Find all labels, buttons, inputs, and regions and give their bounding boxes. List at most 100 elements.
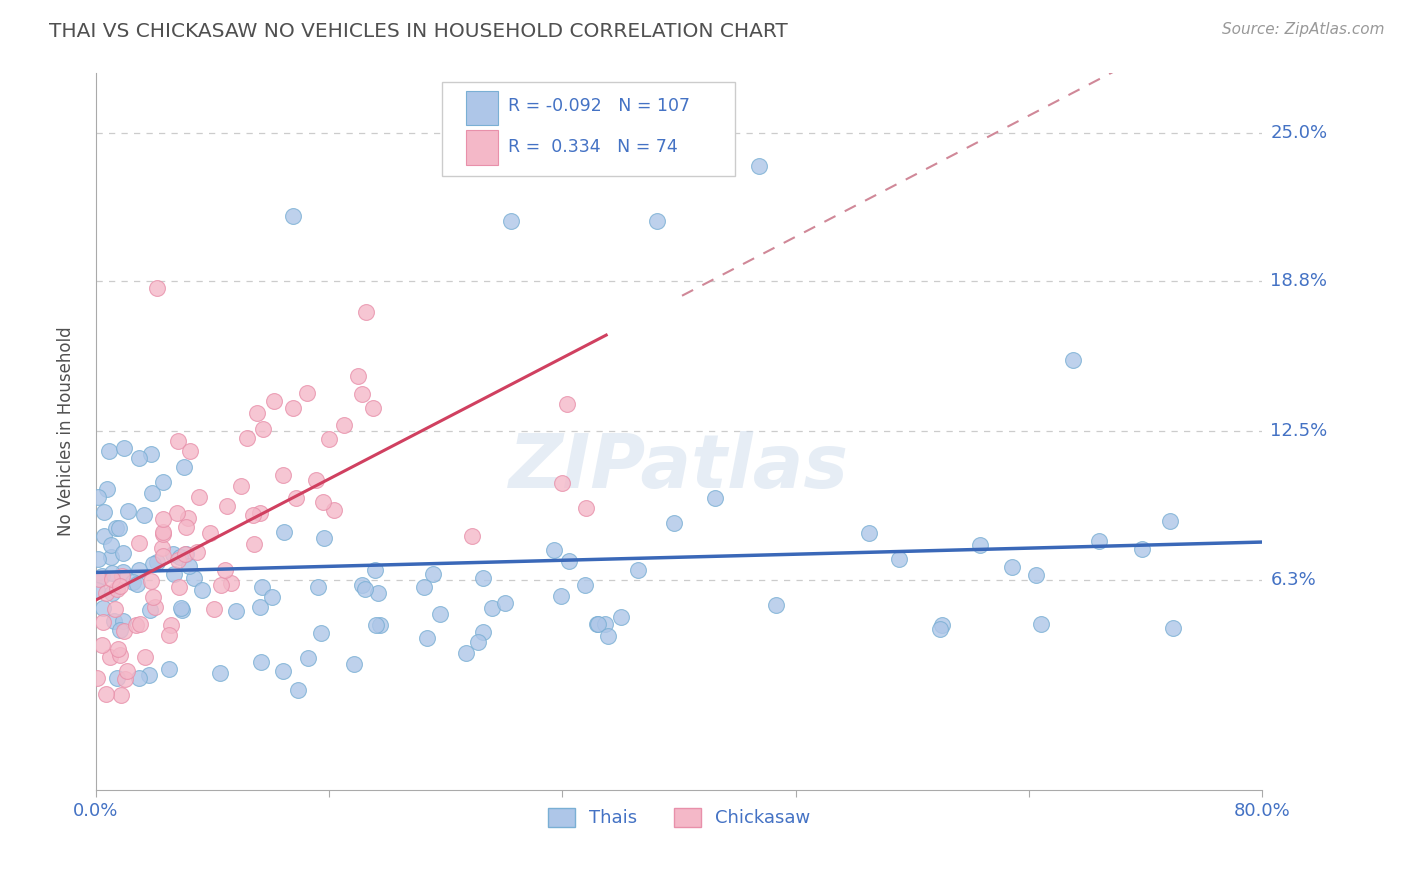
Point xyxy=(101,566,124,580)
Point xyxy=(152,549,174,564)
Point xyxy=(174,520,197,534)
Point xyxy=(467,634,489,648)
Point xyxy=(111,614,134,628)
Point xyxy=(1130,541,1153,556)
Point xyxy=(112,566,135,580)
Point xyxy=(172,603,194,617)
Point xyxy=(128,563,150,577)
Point xyxy=(139,447,162,461)
Point xyxy=(309,626,332,640)
Point xyxy=(501,214,523,228)
Point xyxy=(429,607,451,622)
Point xyxy=(141,574,163,589)
Point xyxy=(198,526,221,541)
Point xyxy=(167,434,190,448)
Point xyxy=(163,566,186,581)
Point xyxy=(108,624,131,638)
Point xyxy=(1161,621,1184,635)
Point xyxy=(543,543,565,558)
Point xyxy=(858,525,880,540)
Y-axis label: No Vehicles in Household: No Vehicles in Household xyxy=(58,326,75,536)
Point xyxy=(928,622,950,636)
Point xyxy=(271,664,294,678)
Point xyxy=(86,671,108,685)
Text: THAI VS CHICKASAW NO VEHICLES IN HOUSEHOLD CORRELATION CHART: THAI VS CHICKASAW NO VEHICLES IN HOUSEHO… xyxy=(49,22,787,41)
Point xyxy=(413,580,436,594)
Text: 18.8%: 18.8% xyxy=(1271,272,1327,290)
Point xyxy=(273,524,295,539)
Point xyxy=(243,537,266,551)
Point xyxy=(174,547,197,561)
Point xyxy=(152,527,174,541)
Point xyxy=(1025,567,1047,582)
Point xyxy=(145,600,167,615)
Point xyxy=(93,528,115,542)
Point xyxy=(354,305,377,319)
Point xyxy=(209,666,232,681)
Text: 25.0%: 25.0% xyxy=(1271,124,1327,142)
Point xyxy=(128,617,150,632)
Text: R = -0.092   N = 107: R = -0.092 N = 107 xyxy=(508,97,690,115)
Point xyxy=(127,576,149,591)
Point xyxy=(114,672,136,686)
Point xyxy=(225,604,247,618)
Point xyxy=(91,601,114,615)
Point xyxy=(91,615,114,630)
Point xyxy=(889,552,911,566)
Point xyxy=(364,617,387,632)
Point xyxy=(343,657,366,672)
Point xyxy=(297,651,319,665)
Point xyxy=(214,563,236,577)
Point xyxy=(190,583,212,598)
Point xyxy=(969,538,991,552)
Point xyxy=(645,214,668,228)
Point xyxy=(322,503,344,517)
Point xyxy=(347,369,370,384)
Text: ZIPatlas: ZIPatlas xyxy=(509,431,849,504)
Point xyxy=(186,545,208,559)
Point xyxy=(152,475,174,489)
Point xyxy=(94,687,117,701)
Point xyxy=(361,401,384,415)
Point xyxy=(98,444,121,458)
Point xyxy=(209,577,232,591)
Point xyxy=(87,490,110,504)
Point xyxy=(103,614,125,628)
Point xyxy=(1001,560,1024,574)
Point xyxy=(173,459,195,474)
Point xyxy=(574,578,596,592)
Point xyxy=(87,552,110,566)
Point xyxy=(627,564,650,578)
Point xyxy=(157,662,180,676)
Text: Source: ZipAtlas.com: Source: ZipAtlas.com xyxy=(1222,22,1385,37)
Point xyxy=(86,582,108,597)
Point xyxy=(167,552,190,566)
Point xyxy=(100,572,122,586)
Point xyxy=(146,281,169,295)
Point xyxy=(138,668,160,682)
Point xyxy=(422,567,444,582)
Point xyxy=(111,569,134,583)
Point xyxy=(252,422,274,436)
Point xyxy=(100,549,122,564)
Point xyxy=(111,546,134,560)
Point xyxy=(128,536,150,550)
Point xyxy=(89,572,111,586)
Point xyxy=(367,585,389,599)
Point xyxy=(481,600,503,615)
Point xyxy=(249,506,271,520)
Point xyxy=(202,602,225,616)
Point xyxy=(704,491,727,505)
Point xyxy=(107,642,129,657)
Point xyxy=(146,555,169,569)
Point xyxy=(159,628,181,642)
Point xyxy=(748,159,770,173)
Point xyxy=(134,508,156,522)
Point xyxy=(557,553,579,567)
Point xyxy=(550,590,572,604)
Point xyxy=(610,610,633,624)
Point xyxy=(352,577,374,591)
FancyBboxPatch shape xyxy=(465,130,498,165)
Point xyxy=(177,559,200,574)
Point xyxy=(115,665,138,679)
